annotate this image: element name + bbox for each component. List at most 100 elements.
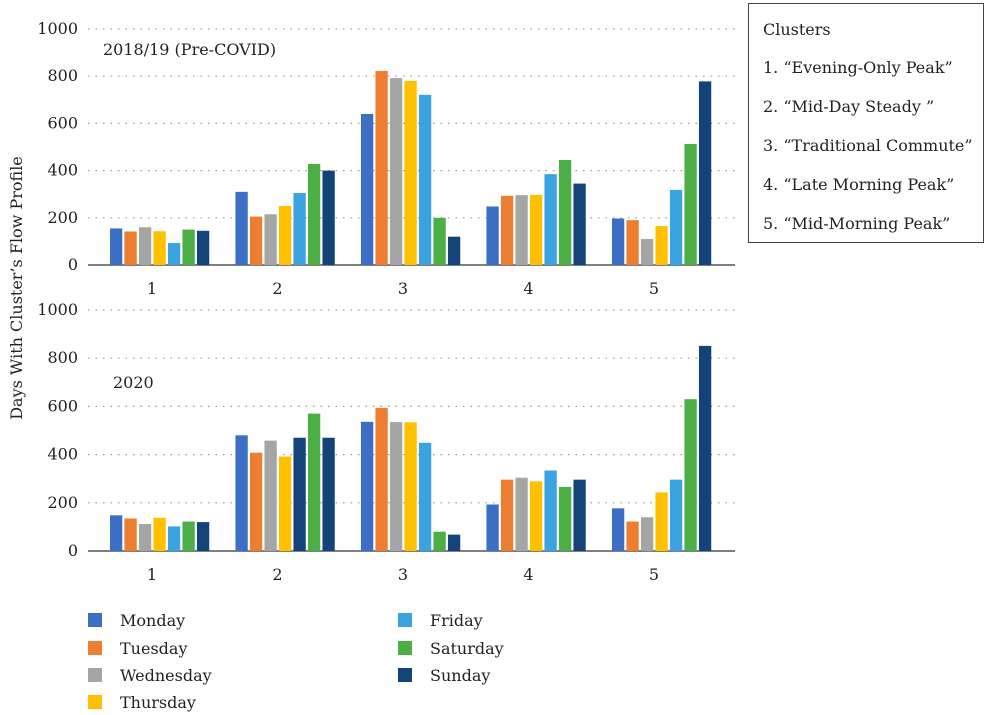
bar-1-c5-monday <box>611 218 625 265</box>
bar-2-c2-friday <box>293 437 306 551</box>
xtick-label-1-3: 3 <box>398 279 408 298</box>
ytick-label-1-0: 0 <box>68 255 78 274</box>
bar-1-c5-friday <box>669 189 683 265</box>
bar-2-c1-tuesday <box>124 518 137 551</box>
ytick-label-1-600: 600 <box>47 113 78 132</box>
bar-2-c4-wednesday <box>515 477 528 551</box>
xtick-label-2-5: 5 <box>649 565 659 584</box>
bar-2-c4-thursday <box>529 481 543 551</box>
cluster-item-3: 3. “Traditional Commute” <box>763 136 973 155</box>
bar-2-c5-thursday <box>655 492 668 551</box>
bar-2-c4-saturday <box>558 486 572 551</box>
xtick-label-1-4: 4 <box>523 279 533 298</box>
panel-annotation-2: 2020 <box>113 373 154 392</box>
bar-2-c1-thursday <box>153 517 166 551</box>
bar-1-c4-thursday <box>529 194 543 265</box>
bar-1-c3-tuesday <box>375 71 388 266</box>
bar-2-c4-tuesday <box>500 479 514 551</box>
bar-2-c1-sunday <box>196 522 210 551</box>
ytick-label-1-800: 800 <box>47 66 78 85</box>
bar-1-c2-wednesday <box>264 214 277 265</box>
bar-1-c4-wednesday <box>515 195 528 265</box>
ytick-label-2-400: 400 <box>47 445 78 464</box>
bar-1-c1-thursday <box>153 231 166 265</box>
xtick-label-2-2: 2 <box>272 565 282 584</box>
bar-2-c4-friday <box>544 470 557 551</box>
y-axis-label: Days With Cluster’s Flow Profile <box>7 156 26 420</box>
bar-2-c2-thursday <box>278 456 292 551</box>
bar-1-c2-friday <box>293 193 306 265</box>
xtick-label-2-4: 4 <box>523 565 533 584</box>
ytick-label-2-600: 600 <box>47 396 78 415</box>
bar-2-c5-wednesday <box>640 517 654 551</box>
cluster-item-5: 5. “Mid-Morning Peak” <box>763 214 951 233</box>
bar-1-c1-wednesday <box>138 227 152 265</box>
ytick-label-2-0: 0 <box>68 541 78 560</box>
bar-1-c3-monday <box>360 113 374 266</box>
bar-2-c5-tuesday <box>626 521 639 551</box>
bar-2-c3-wednesday <box>389 422 403 551</box>
xtick-label-1-5: 5 <box>649 279 659 298</box>
bar-2-c3-monday <box>360 421 374 551</box>
bar-1-c3-sunday <box>447 236 461 265</box>
bar-1-c3-thursday <box>404 80 417 265</box>
xtick-label-1-1: 1 <box>147 279 157 298</box>
ytick-label-2-800: 800 <box>47 348 78 367</box>
cluster-item-1: 1. “Evening-Only Peak” <box>763 58 953 77</box>
bar-2-c3-tuesday <box>375 407 388 551</box>
bar-2-c1-wednesday <box>138 524 152 551</box>
ytick-label-2-1000: 1000 <box>37 300 78 319</box>
bar-1-c2-monday <box>235 191 248 265</box>
bar-1-c5-wednesday <box>640 239 654 265</box>
bar-2-c5-friday <box>669 479 683 551</box>
bar-1-c1-friday <box>167 243 181 265</box>
bar-1-c5-saturday <box>684 143 697 265</box>
clusters-legend-title: Clusters <box>763 20 831 39</box>
bar-2-c4-sunday <box>573 479 586 551</box>
bar-2-c3-thursday <box>404 422 417 551</box>
bar-1-c5-tuesday <box>626 220 639 265</box>
bar-1-c3-saturday <box>433 217 446 265</box>
clusters-legend: Clusters 1. “Evening-Only Peak” 2. “Mid-… <box>748 3 984 243</box>
bar-2-c3-saturday <box>433 531 446 551</box>
bar-1-c4-friday <box>544 174 557 265</box>
bar-1-c2-thursday <box>278 206 292 265</box>
ytick-label-1-400: 400 <box>47 161 78 180</box>
bar-2-c2-tuesday <box>249 452 263 551</box>
bar-1-c3-friday <box>418 94 432 266</box>
clusters-legend-list: 1. “Evening-Only Peak” 2. “Mid-Day Stead… <box>763 58 973 253</box>
bar-2-c2-monday <box>235 435 248 551</box>
bar-2-c5-monday <box>611 508 625 551</box>
bar-2-c1-monday <box>109 515 123 551</box>
bar-1-c3-wednesday <box>389 78 403 265</box>
bar-2-c4-monday <box>486 504 499 551</box>
bar-1-c5-sunday <box>698 81 712 265</box>
ytick-label-1-1000: 1000 <box>37 19 78 38</box>
xtick-label-2-3: 3 <box>398 565 408 584</box>
bar-2-c2-wednesday <box>264 440 277 551</box>
bar-1-c4-monday <box>486 206 499 265</box>
bar-2-c3-sunday <box>447 534 461 551</box>
bar-1-c2-tuesday <box>249 216 263 265</box>
bar-1-c4-saturday <box>558 159 572 265</box>
bar-1-c4-sunday <box>573 183 586 265</box>
bar-2-c3-friday <box>418 442 432 551</box>
bar-1-c5-thursday <box>655 226 668 265</box>
xtick-label-1-2: 2 <box>272 279 282 298</box>
bar-2-c1-friday <box>167 526 181 551</box>
bar-2-c5-saturday <box>684 399 697 551</box>
ytick-label-2-200: 200 <box>47 493 78 512</box>
bar-1-c4-tuesday <box>500 195 514 265</box>
bar-2-c2-saturday <box>307 413 321 551</box>
cluster-item-4: 4. “Late Morning Peak” <box>763 175 955 194</box>
xtick-label-2-1: 1 <box>147 565 157 584</box>
bar-2-c1-saturday <box>182 521 195 551</box>
bar-1-c2-sunday <box>322 170 335 265</box>
bar-1-c1-monday <box>109 228 123 265</box>
panel-annotation-1: 2018/19 (Pre-COVID) <box>103 40 276 59</box>
bar-1-c2-saturday <box>307 163 321 265</box>
bar-2-c2-sunday <box>322 437 335 551</box>
bar-1-c1-saturday <box>182 229 195 265</box>
bar-2-c5-sunday <box>698 345 712 551</box>
